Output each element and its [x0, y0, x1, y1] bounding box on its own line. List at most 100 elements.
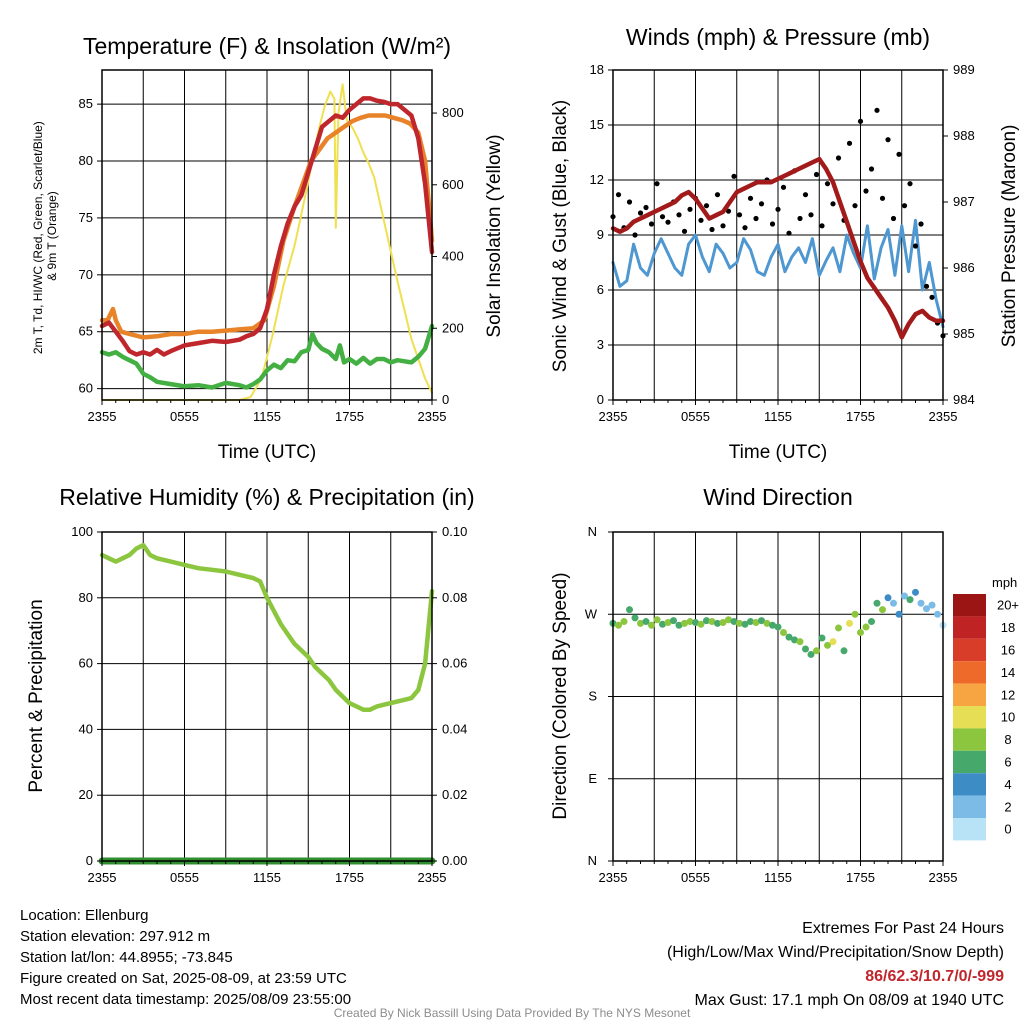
direction-point	[675, 621, 683, 629]
data-point	[742, 225, 748, 231]
direction-point	[928, 601, 936, 609]
data-point	[874, 107, 880, 113]
x-tick-label: 1755	[335, 870, 364, 885]
direction-point	[703, 617, 710, 625]
credit-text: Created By Nick Bassill Using Data Provi…	[333, 1006, 691, 1020]
direction-point	[890, 599, 897, 607]
direction-point	[692, 618, 699, 626]
x-tick-label: 2355	[418, 870, 447, 885]
data-point	[643, 204, 649, 211]
colorbar-swatch	[953, 661, 986, 684]
direction-point	[763, 619, 771, 627]
direction-point	[653, 616, 661, 624]
data-point	[648, 221, 655, 227]
data-point	[637, 210, 644, 216]
colorbar-label: 10	[1001, 710, 1015, 725]
direction-point	[714, 619, 721, 627]
y2-tick-label: 200	[442, 320, 464, 335]
direction-point	[741, 620, 749, 628]
chart-title: Winds (mph) & Pressure (mb)	[626, 24, 930, 50]
data-point	[923, 283, 930, 289]
y2-tick-label: 0	[442, 392, 449, 407]
extremes-values: 86/62.3/10.7/0/-999	[865, 968, 1004, 985]
colorbar-swatch	[953, 638, 986, 662]
temperature-panel: 60 65 70 75 80 85 0 200 400 600 800 2355 0555 1155 175…	[31, 33, 505, 463]
direction-point	[719, 618, 727, 626]
y-tick-label: 0	[597, 392, 604, 407]
direction-point	[686, 618, 694, 626]
data-point	[830, 201, 836, 207]
colorbar-swatch	[953, 773, 986, 796]
direction-point	[736, 619, 743, 627]
data-point	[808, 212, 814, 218]
direction-point	[934, 610, 941, 618]
x-tick-label: 1155	[253, 409, 281, 424]
direction-point	[664, 618, 672, 626]
y2-tick-label: 600	[442, 177, 464, 192]
y2-tick-label: 0.02	[442, 787, 467, 802]
direction-point	[884, 594, 892, 602]
chart-title: Temperature (F) & Insolation (W/m²)	[83, 33, 451, 59]
station-info: Location: Ellenburg Station elevation: 2…	[20, 905, 351, 1010]
data-point	[885, 137, 891, 143]
plot-frame	[101, 69, 433, 401]
colorbar-unit: mph	[992, 575, 1017, 590]
y-axis-label-line-2: & 9m T (Orange)	[45, 191, 59, 281]
y2-tick-label: 0.04	[442, 721, 467, 736]
y-tick-label: 0	[86, 853, 93, 868]
data-point	[896, 151, 902, 157]
direction-point	[785, 633, 793, 641]
grid-lines	[102, 532, 432, 861]
y-axis-label: Sonic Wind & Gust (Blue, Black)	[550, 100, 571, 372]
colorbar-swatch	[953, 728, 986, 751]
data-point	[863, 188, 869, 194]
direction-point	[895, 610, 903, 618]
data-point	[929, 294, 935, 300]
x-tick-label: 0555	[170, 870, 199, 885]
y2-tick-label: 988	[953, 128, 975, 143]
data-point	[725, 208, 732, 214]
direction-point	[802, 645, 809, 653]
y-tick-label: E	[588, 771, 597, 786]
colorbar-label: 8	[1004, 732, 1011, 747]
direction-point	[780, 629, 787, 637]
direction-point	[725, 616, 732, 624]
data-point	[681, 228, 688, 234]
direction-point	[681, 619, 688, 627]
y2-tick-label: 984	[953, 392, 975, 407]
y-axis-label-line-1: 2m T, Td, HI/WC (Red, Green, Scarlet/Blu…	[31, 121, 45, 354]
x-axis-label: Time (UTC)	[729, 442, 828, 463]
x-tick-label: 1155	[764, 409, 792, 424]
x-axis-label: Time (UTC)	[218, 442, 317, 463]
data-point	[901, 203, 908, 209]
direction-point	[868, 618, 875, 626]
max-gust-text: Max Gust: 17.1 mph On 08/09 at 1940 UTC	[694, 992, 1005, 1009]
direction-point	[730, 618, 738, 626]
colorbar-label: 20+	[997, 598, 1019, 613]
y2-axis-label: Station Pressure (Maroon)	[999, 125, 1020, 348]
created-text: Figure created on Sat, 2025-08-09, at 23…	[20, 970, 347, 987]
y2-tick-label: 985	[953, 326, 975, 341]
series-layer	[609, 588, 947, 658]
direction-point	[824, 641, 831, 649]
x-tick-label: 1755	[846, 409, 875, 424]
direction-point	[774, 623, 782, 631]
colorbar-label: 12	[1001, 687, 1015, 702]
x-tick-label: 2355	[929, 409, 958, 424]
series-line	[99, 323, 435, 390]
direction-point	[818, 634, 826, 642]
y-tick-label: N	[588, 524, 597, 539]
axes-layer: 60 65 70 75 80 85 0 200 400 600 800 2355 0555 1155 175…	[79, 69, 464, 424]
extremes-box: Extremes For Past 24 Hours (High/Low/Max…	[667, 917, 1004, 1013]
colorbar-label: 16	[1001, 643, 1015, 658]
y-tick-label: 85	[79, 96, 93, 111]
y2-tick-label: 986	[953, 260, 975, 275]
direction-point	[813, 647, 820, 655]
direction-point	[857, 629, 864, 637]
x-tick-label: 2355	[418, 409, 447, 424]
data-point	[890, 215, 897, 222]
data-point	[632, 232, 638, 238]
x-tick-label: 2355	[929, 870, 958, 885]
